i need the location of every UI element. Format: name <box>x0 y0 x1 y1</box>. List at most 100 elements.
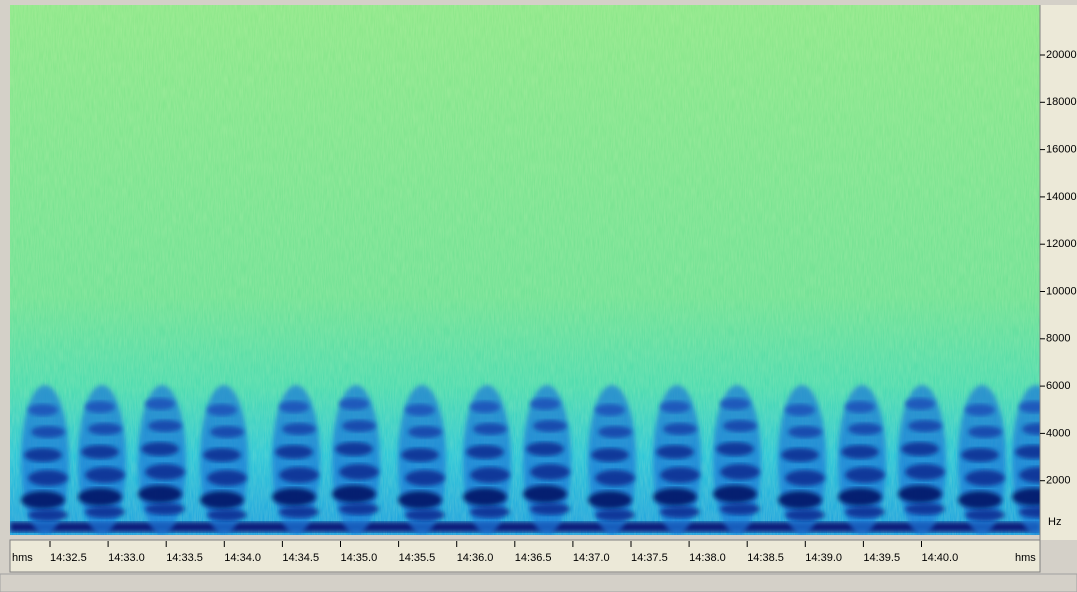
frequency-label: 12000 <box>1046 238 1077 250</box>
harmonic <box>145 464 185 480</box>
time-label: 14:34.5 <box>282 552 319 564</box>
harmonic <box>660 467 700 483</box>
harmonic <box>28 470 68 486</box>
harmonic <box>660 506 700 518</box>
time-label: 14:32.5 <box>50 552 87 564</box>
frequency-label: 14000 <box>1046 191 1077 203</box>
harmonic <box>1019 401 1040 413</box>
harmonic <box>282 423 316 435</box>
harmonic <box>526 442 564 456</box>
harmonic <box>405 470 445 486</box>
harmonic <box>663 423 697 435</box>
harmonic <box>405 404 435 416</box>
harmonic <box>723 420 757 432</box>
low-band <box>10 522 1040 532</box>
harmonic <box>401 448 439 462</box>
status-bar <box>0 573 1077 592</box>
frequency-label: 20000 <box>1046 49 1077 61</box>
harmonic <box>1022 423 1040 435</box>
harmonic <box>598 426 632 438</box>
time-label: 14:36.5 <box>515 552 552 564</box>
harmonic <box>591 448 629 462</box>
harmonic <box>788 426 822 438</box>
harmonic <box>530 503 570 515</box>
harmonic <box>466 445 504 459</box>
time-label: 14:35.5 <box>399 552 436 564</box>
harmonic <box>145 503 185 515</box>
harmonic <box>78 488 122 506</box>
time-unit-left: hms <box>12 552 33 564</box>
harmonic <box>958 491 1002 509</box>
time-label: 14:40.0 <box>922 552 959 564</box>
harmonic <box>905 464 945 480</box>
harmonic <box>339 503 379 515</box>
time-label: 14:39.5 <box>863 552 900 564</box>
harmonic <box>1012 488 1040 506</box>
frequency-label: 8000 <box>1046 333 1070 345</box>
harmonic <box>207 470 247 486</box>
frequency-unit: Hz <box>1048 516 1061 528</box>
harmonic <box>272 488 316 506</box>
harmonic <box>781 448 819 462</box>
harmonic <box>405 509 445 521</box>
harmonic <box>339 398 369 410</box>
harmonic <box>965 509 1005 521</box>
harmonic <box>141 442 179 456</box>
harmonic <box>968 426 1002 438</box>
harmonic <box>785 404 815 416</box>
harmonic <box>785 470 825 486</box>
harmonic <box>88 423 122 435</box>
harmonic <box>335 442 373 456</box>
harmonic <box>398 491 442 509</box>
time-label: 14:37.0 <box>573 552 610 564</box>
harmonic <box>720 398 750 410</box>
harmonic <box>1019 467 1040 483</box>
harmonic <box>533 420 567 432</box>
time-label: 14:37.5 <box>631 552 668 564</box>
frequency-label: 18000 <box>1046 96 1077 108</box>
harmonic <box>961 448 999 462</box>
harmonic <box>785 509 825 521</box>
harmonic <box>845 401 875 413</box>
harmonic <box>595 509 635 521</box>
harmonic <box>595 470 635 486</box>
harmonic <box>473 423 507 435</box>
harmonic <box>31 426 65 438</box>
harmonic <box>845 467 885 483</box>
harmonic <box>838 488 882 506</box>
harmonic <box>279 467 319 483</box>
harmonic <box>81 445 119 459</box>
harmonic <box>656 445 694 459</box>
harmonic <box>342 420 376 432</box>
time-label: 14:36.0 <box>457 552 494 564</box>
harmonic <box>203 448 241 462</box>
harmonic <box>1015 445 1040 459</box>
harmonic <box>275 445 313 459</box>
harmonic <box>778 491 822 509</box>
harmonic <box>530 398 560 410</box>
spectrogram-energy <box>10 385 1040 535</box>
harmonic <box>965 404 995 416</box>
harmonic <box>908 420 942 432</box>
harmonic <box>28 509 68 521</box>
harmonic <box>720 503 760 515</box>
harmonic <box>470 467 510 483</box>
harmonic <box>470 506 510 518</box>
harmonic <box>138 485 182 503</box>
time-label: 14:38.0 <box>689 552 726 564</box>
harmonic <box>463 488 507 506</box>
harmonic <box>24 448 62 462</box>
time-label: 14:34.0 <box>224 552 261 564</box>
harmonic <box>905 503 945 515</box>
harmonic <box>713 485 757 503</box>
time-ruler <box>9 539 1041 573</box>
frequency-label: 2000 <box>1046 475 1070 487</box>
frequency-label: 10000 <box>1046 285 1077 297</box>
time-label: 14:35.0 <box>341 552 378 564</box>
harmonic <box>716 442 754 456</box>
harmonic <box>588 491 632 509</box>
harmonic <box>332 485 376 503</box>
time-label: 14:33.5 <box>166 552 203 564</box>
harmonic <box>85 467 125 483</box>
